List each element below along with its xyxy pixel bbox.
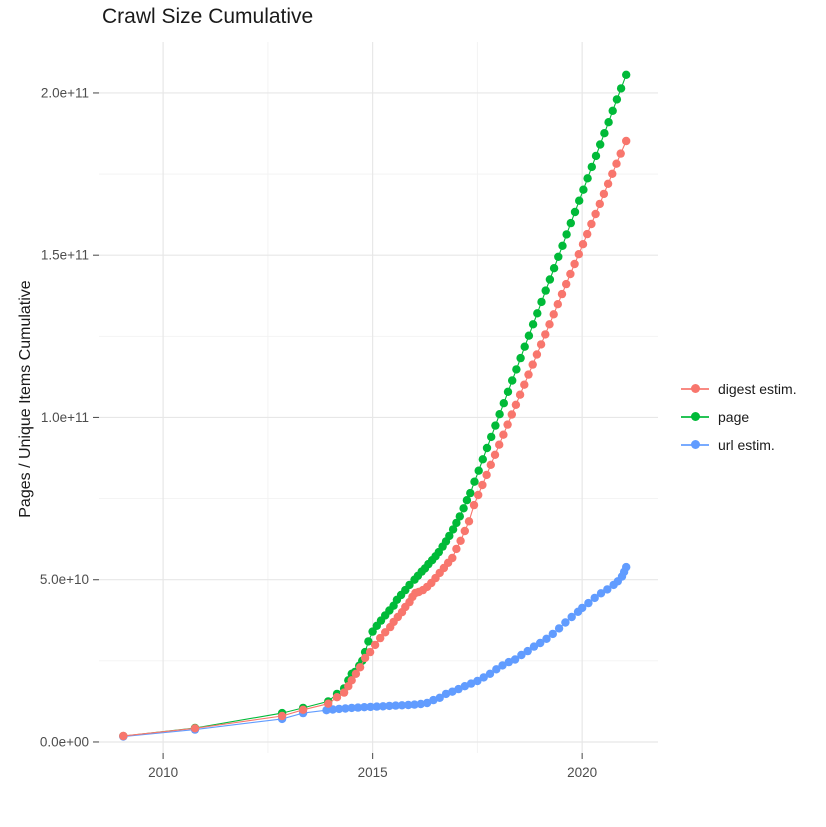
legend-label: digest estim.	[718, 380, 797, 397]
legend-item-digest-estim: digest estim.	[681, 379, 797, 398]
axis-tick-labels: 2010 2015 2020 0.0e+00 5.0e+10 1.0e+11 1.5e+11…	[40, 85, 597, 780]
y-tick-label: 0.0e+00	[40, 734, 89, 749]
legend-key-digest-estim	[681, 379, 709, 398]
series-page	[119, 70, 631, 741]
y-tick-label: 1.0e+11	[41, 410, 89, 425]
x-tick-label: 2015	[358, 765, 388, 780]
series-digest-estim	[119, 136, 631, 741]
legend-key-page	[681, 407, 709, 426]
legend: digest estim. page url estim.	[681, 379, 797, 454]
x-tick-label: 2010	[148, 765, 178, 780]
y-tick-label: 2.0e+11	[41, 85, 89, 100]
series-url-estim	[119, 562, 631, 741]
legend-label: url estim.	[718, 436, 775, 453]
axis-ticks	[93, 92, 583, 759]
x-tick-label: 2020	[567, 765, 597, 780]
legend-label: page	[718, 408, 750, 425]
y-tick-label: 5.0e+10	[40, 572, 89, 587]
legend-item-url-estim: url estim.	[681, 435, 797, 454]
grid-minor	[99, 42, 658, 753]
y-tick-label: 1.5e+11	[41, 248, 89, 263]
chart-title: Crawl Size Cumulative	[102, 5, 314, 28]
legend-key-url-estim	[681, 435, 709, 454]
legend-item-page: page	[681, 407, 797, 426]
grid-major	[99, 42, 658, 753]
